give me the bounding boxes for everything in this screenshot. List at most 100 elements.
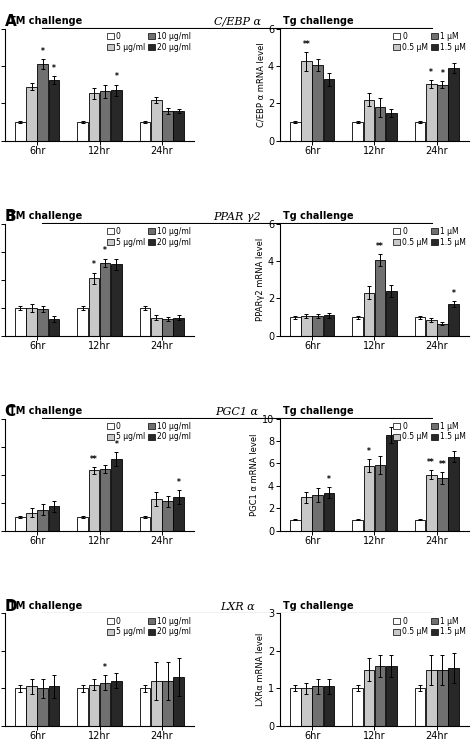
Bar [352,122,363,141]
Text: *: * [114,440,118,449]
Bar [140,517,150,531]
Legend: 0, 0.5 μM, 1 μM, 1.5 μM: 0, 0.5 μM, 1 μM, 1.5 μM [392,225,468,248]
Bar [151,318,162,336]
Bar [437,324,448,336]
Y-axis label: PPARγ2 mRNA level: PPARγ2 mRNA level [256,238,265,321]
Text: *: * [103,663,107,672]
Bar [100,91,110,141]
Bar [151,681,162,726]
Legend: 0, 5 μg/ml, 10 μg/ml, 20 μg/ml: 0, 5 μg/ml, 10 μg/ml, 20 μg/ml [105,225,193,248]
Bar [49,80,59,141]
Legend: 0, 0.5 μM, 1 μM, 1.5 μM: 0, 0.5 μM, 1 μM, 1.5 μM [392,615,468,638]
Bar [37,510,48,531]
Text: Tg challenge: Tg challenge [283,601,354,611]
Legend: 0, 0.5 μM, 1 μM, 1.5 μM: 0, 0.5 μM, 1 μM, 1.5 μM [392,420,468,443]
Bar [49,686,59,726]
Text: *: * [440,69,445,78]
Bar [162,319,173,336]
Bar [151,100,162,141]
Text: *: * [52,64,56,73]
Text: TM challenge: TM challenge [9,601,82,611]
Bar [301,316,312,336]
Bar [100,263,110,336]
Text: TM challenge: TM challenge [9,212,82,222]
Bar [100,683,110,726]
Bar [111,91,122,141]
Bar [324,315,334,336]
Text: **: ** [302,39,310,48]
Bar [37,688,48,726]
Y-axis label: PGC1 α mRNA level: PGC1 α mRNA level [250,433,259,516]
Text: C/EBP α: C/EBP α [213,17,261,27]
Bar [448,457,459,531]
Bar [111,681,122,726]
Bar [386,435,397,531]
Bar [301,497,312,531]
Text: **: ** [438,460,447,469]
Text: C: C [5,404,16,420]
Bar [173,677,184,726]
Bar [301,688,312,726]
Text: *: * [367,447,371,456]
Bar [77,308,88,336]
Bar [312,495,323,531]
Bar [77,122,88,141]
Bar [140,122,150,141]
Bar [89,685,99,726]
Bar [26,686,37,726]
Bar [290,122,301,141]
Bar [77,688,88,726]
Bar [49,319,59,336]
Bar [437,85,448,141]
Bar [386,666,397,726]
Y-axis label: LXRα mRNA level: LXRα mRNA level [256,633,265,706]
Bar [77,517,88,531]
Bar [301,61,312,141]
Bar [290,688,301,726]
Legend: 0, 5 μg/ml, 10 μg/ml, 20 μg/ml: 0, 5 μg/ml, 10 μg/ml, 20 μg/ml [105,615,193,638]
Bar [26,308,37,336]
Bar [173,318,184,336]
Bar [386,113,397,141]
Bar [375,260,385,336]
Text: *: * [41,47,45,56]
Text: Tg challenge: Tg challenge [283,212,354,222]
Bar [426,84,437,141]
Text: Tg challenge: Tg challenge [283,17,354,26]
Bar [415,688,425,726]
Bar [89,278,99,336]
Bar [426,670,437,726]
Bar [15,308,26,336]
Bar [375,464,385,531]
Legend: 0, 0.5 μM, 1 μM, 1.5 μM: 0, 0.5 μM, 1 μM, 1.5 μM [392,30,468,53]
Bar [26,513,37,531]
Text: A: A [5,14,17,29]
Bar [173,497,184,531]
Bar [26,87,37,141]
Bar [312,686,323,726]
Legend: 0, 5 μg/ml, 10 μg/ml, 20 μg/ml: 0, 5 μg/ml, 10 μg/ml, 20 μg/ml [105,30,193,53]
Bar [151,499,162,531]
Bar [375,666,385,726]
Bar [162,681,173,726]
Text: **: ** [376,242,384,251]
Bar [15,688,26,726]
Text: TM challenge: TM challenge [9,406,82,417]
Bar [352,688,363,726]
Text: *: * [114,73,118,82]
Bar [426,320,437,336]
Bar [364,100,374,141]
Bar [375,107,385,141]
Text: **: ** [90,454,98,463]
Bar [162,501,173,531]
Bar [364,670,374,726]
Bar [448,668,459,726]
Bar [426,475,437,531]
Bar [140,308,150,336]
Bar [324,686,334,726]
Bar [364,466,374,531]
Text: LXR α: LXR α [219,602,255,612]
Text: *: * [92,260,96,269]
Bar [352,317,363,336]
Bar [312,65,323,141]
